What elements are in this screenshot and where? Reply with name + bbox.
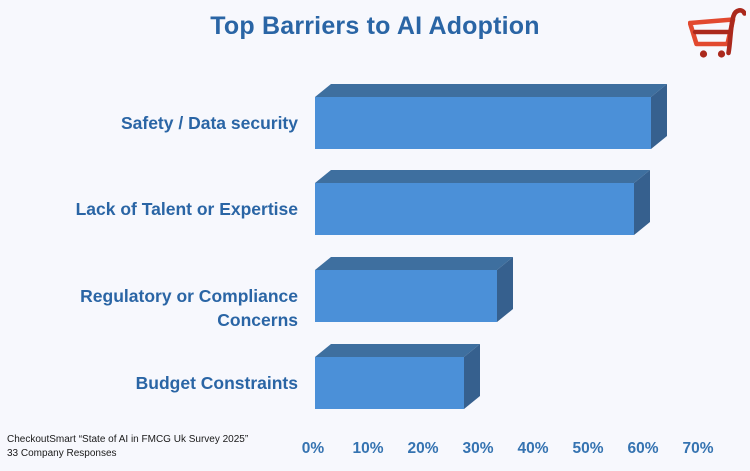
cart-wheel-right <box>717 50 726 58</box>
x-tick-label: 50% <box>572 440 604 457</box>
checkoutsmart-cart-icon <box>688 8 746 58</box>
bar <box>315 257 513 322</box>
bar-front-face <box>315 183 634 235</box>
bar-top-face <box>315 344 480 357</box>
category-label: Lack of Talent or Expertise <box>75 199 298 219</box>
x-tick-label: 30% <box>462 440 494 457</box>
x-tick-label: 0% <box>301 440 325 457</box>
source-citation: CheckoutSmart “State of AI in FMCG Uk Su… <box>7 434 249 445</box>
bar-top-face <box>315 170 650 183</box>
x-tick-label: 70% <box>682 440 714 457</box>
bar-front-face <box>315 97 651 149</box>
bar-side-face <box>634 170 650 235</box>
bar <box>315 344 480 409</box>
chart-title: Top Barriers to AI Adoption <box>210 12 540 40</box>
bar-side-face <box>651 84 667 149</box>
x-tick-label: 40% <box>517 440 549 457</box>
category-label: Budget Constraints <box>135 373 298 393</box>
bar-side-face <box>497 257 513 322</box>
cart-handle <box>726 8 746 56</box>
bar-top-face <box>315 84 667 97</box>
bar <box>315 84 667 149</box>
bar-top-face <box>315 257 513 270</box>
category-label: Safety / Data security <box>120 113 298 133</box>
bar <box>315 170 650 235</box>
bar-front-face <box>315 270 497 322</box>
x-tick-label: 20% <box>407 440 439 457</box>
x-tick-label: 10% <box>352 440 384 457</box>
cart-wheel-left <box>699 50 708 58</box>
source-sample-size: 33 Company Responses <box>7 448 117 459</box>
x-tick-label: 60% <box>627 440 659 457</box>
bar-front-face <box>315 357 464 409</box>
bar-side-face <box>464 344 480 409</box>
category-label: Regulatory or Compliance Concerns <box>80 286 298 330</box>
